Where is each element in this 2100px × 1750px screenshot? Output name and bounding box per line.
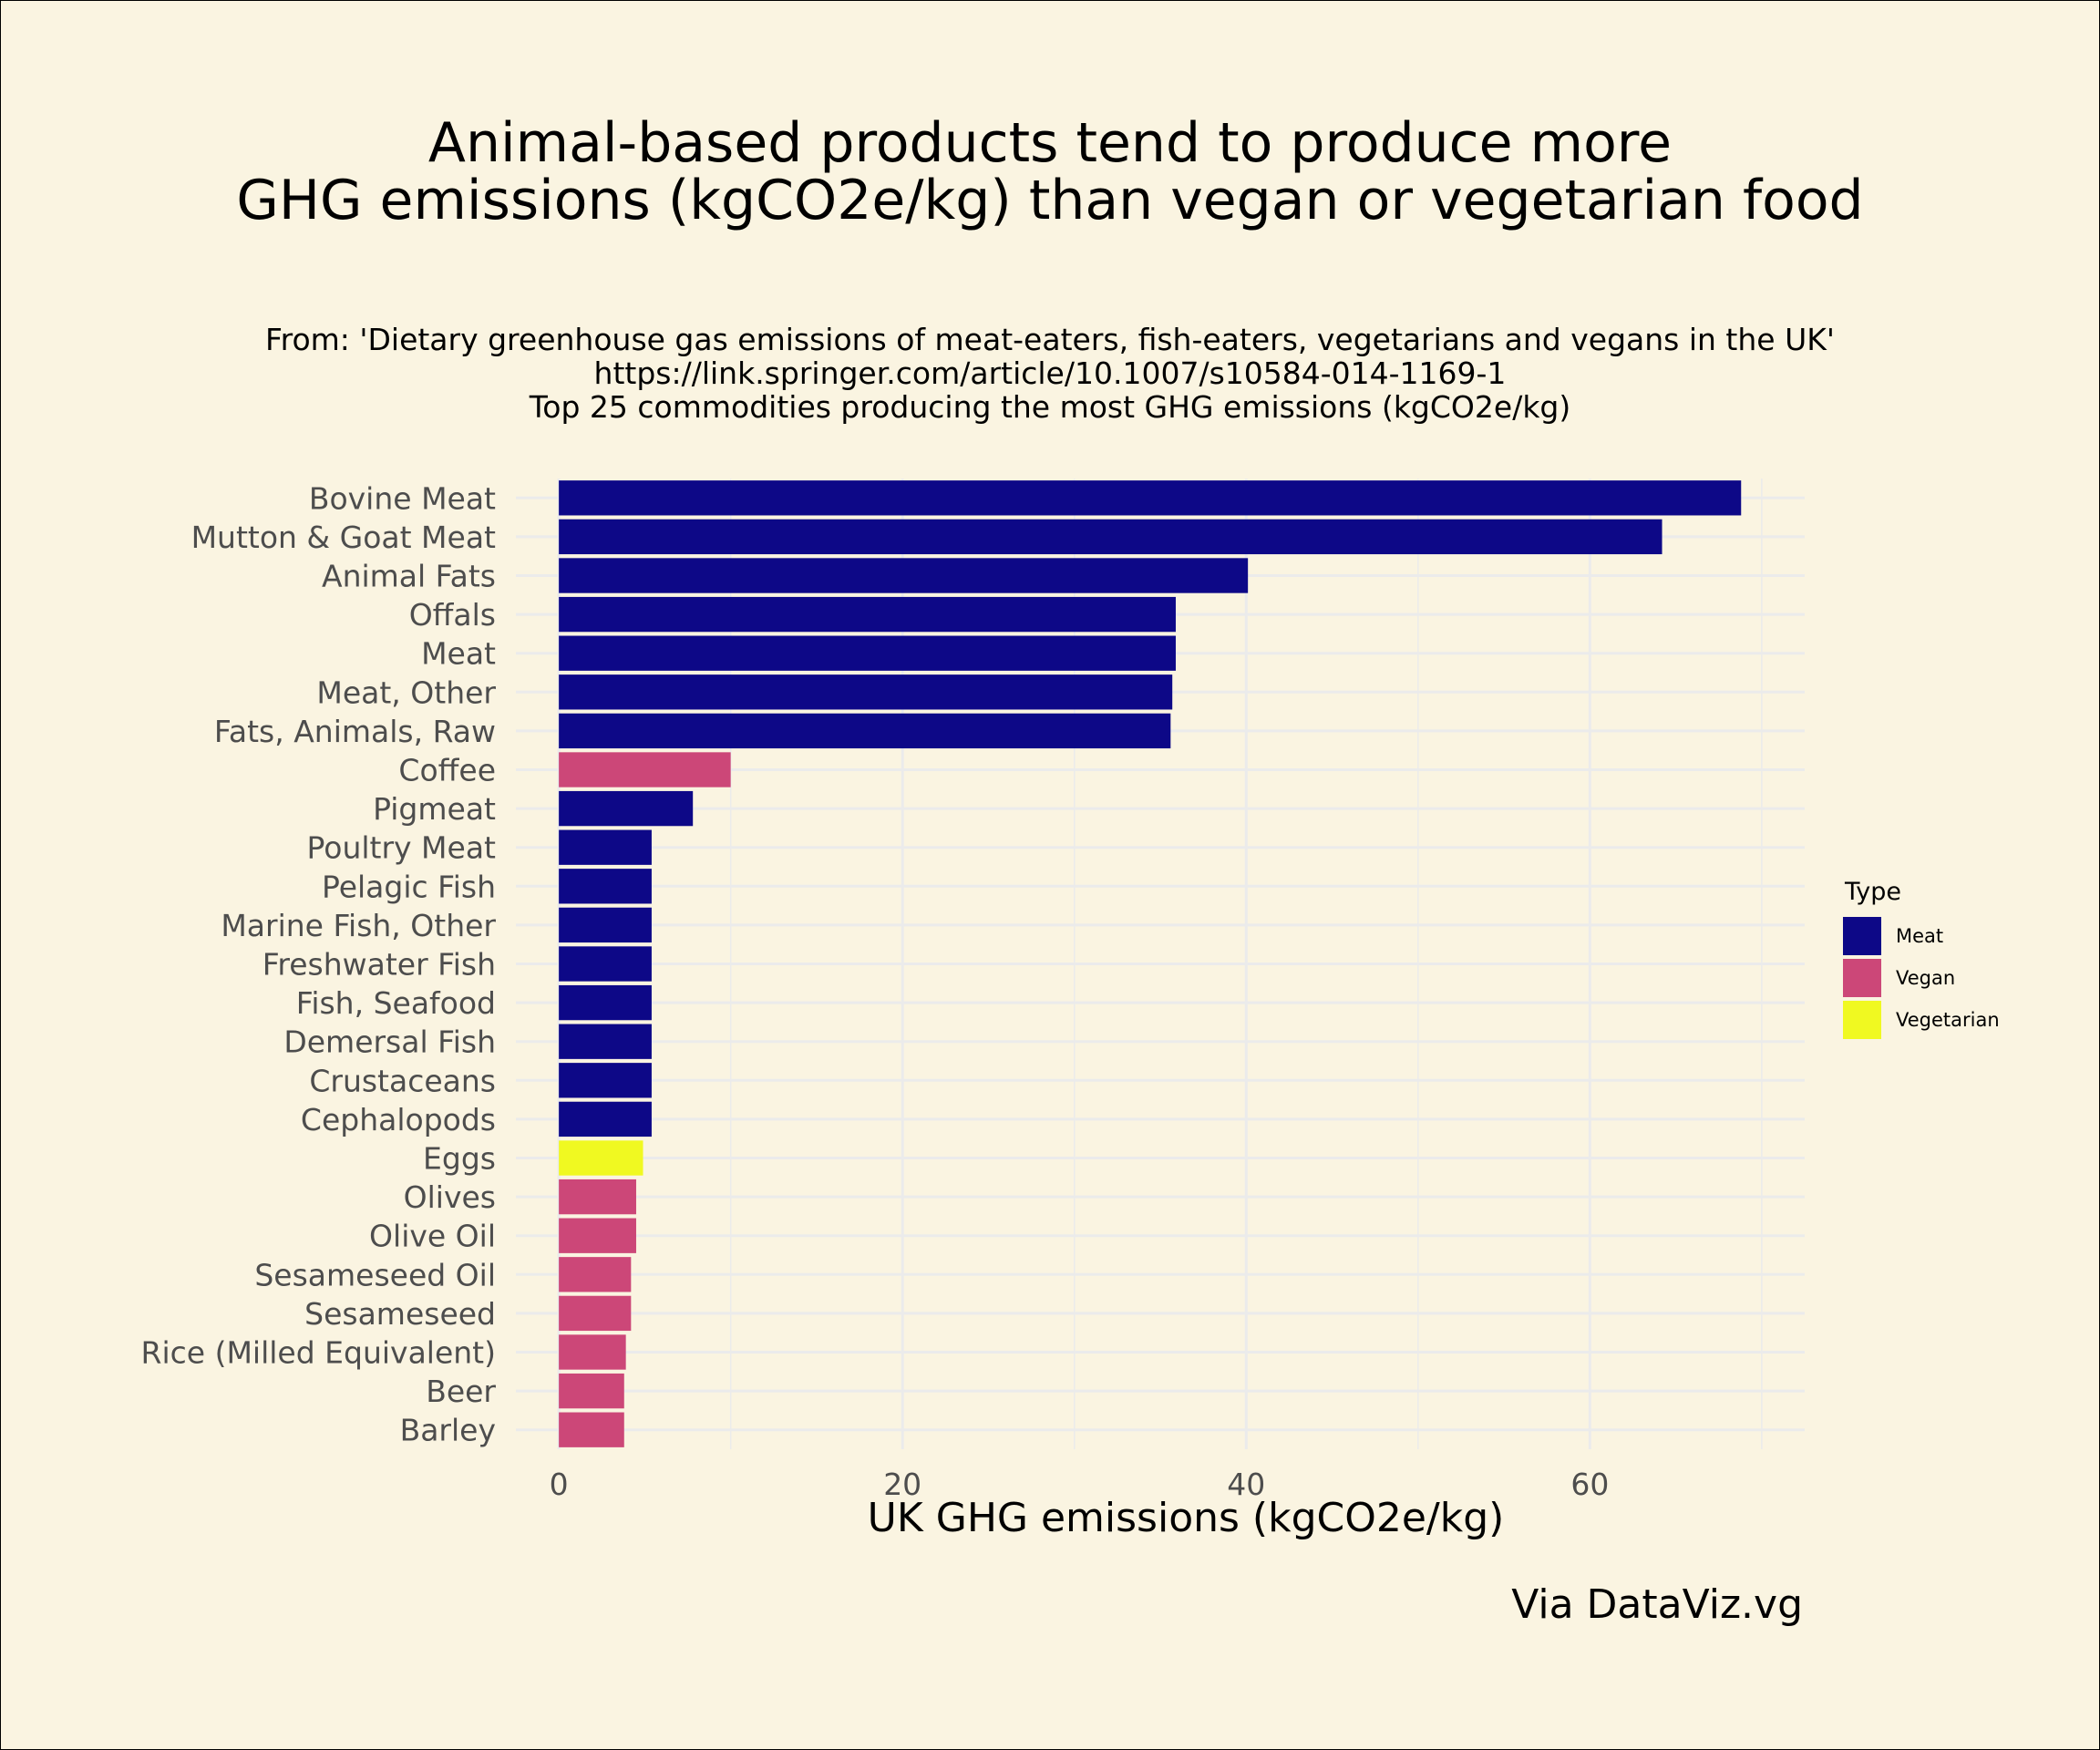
bar (559, 1334, 626, 1370)
category-label: Beer (426, 1374, 496, 1409)
category-label: Poultry Meat (307, 830, 497, 866)
bar (559, 635, 1176, 671)
legend-swatch-meat (1843, 917, 1881, 955)
bar (559, 869, 652, 904)
x-tick-labels: 0 20 40 60 (550, 1467, 1610, 1502)
x-tick-label: 20 (883, 1467, 921, 1502)
bar (559, 480, 1742, 516)
legend-item-meat: Meat (1843, 915, 2000, 957)
category-label: Olives (404, 1179, 496, 1215)
category-label: Olive Oil (369, 1219, 496, 1254)
x-tick-label: 0 (550, 1467, 569, 1502)
category-label: Eggs (423, 1141, 496, 1177)
bar (559, 790, 694, 827)
x-tick-label: 40 (1227, 1467, 1265, 1502)
category-label: Meat, Other (316, 674, 496, 710)
legend-label-vegan: Vegan (1896, 967, 1956, 989)
category-label: Coffee (398, 753, 496, 788)
bar (559, 1063, 652, 1098)
legend-swatch-vegan (1843, 959, 1881, 997)
bar (559, 1024, 652, 1059)
category-label: Crustaceans (309, 1063, 496, 1098)
bar (559, 946, 652, 982)
bar (559, 596, 1176, 633)
bar (559, 907, 652, 943)
bar (559, 752, 731, 788)
category-label: Sesameseed Oil (254, 1257, 496, 1292)
caption: Via DataViz.vg (1511, 1581, 1803, 1628)
bar (559, 1101, 652, 1138)
category-label: Demersal Fish (283, 1024, 496, 1060)
category-label: Marine Fish, Other (221, 908, 496, 943)
category-label: Barley (400, 1413, 496, 1448)
category-labels: Bovine Meat Mutton & Goat Meat Animal Fats… (141, 480, 497, 1447)
bar (559, 1218, 636, 1253)
category-label: Fish, Seafood (296, 985, 496, 1021)
bar (559, 519, 1662, 555)
category-label: Rice (Milled Equivalent) (141, 1335, 496, 1371)
category-label: Cephalopods (301, 1102, 496, 1138)
bar (559, 1257, 632, 1292)
bars-group (559, 480, 1742, 1447)
category-label: Meat (421, 636, 496, 672)
category-label: Sesameseed (304, 1296, 496, 1332)
category-label: Pigmeat (373, 791, 496, 827)
bar (559, 558, 1249, 593)
legend-item-vegan: Vegan (1843, 957, 2000, 999)
bar (559, 1412, 624, 1447)
category-label: Animal Fats (322, 559, 496, 594)
x-tick-label: 60 (1570, 1467, 1609, 1502)
bar (559, 713, 1171, 749)
x-axis-label: UK GHG emissions (kgCO2e/kg) (867, 1495, 1505, 1541)
legend-label-meat: Meat (1896, 925, 1944, 947)
category-label: Offals (409, 597, 496, 633)
chart-subtitle-line-2: https://link.springer.com/article/10.100… (593, 355, 1507, 391)
chart-title-line-2: GHG emissions (kgCO2e/kg) than vegan or … (236, 169, 1864, 232)
legend: Type Meat Vegan Vegetarian (1843, 878, 2000, 1041)
legend-label-vegetarian: Vegetarian (1896, 1009, 2000, 1031)
bar (559, 1179, 636, 1215)
bar (559, 829, 652, 865)
category-label: Freshwater Fish (262, 947, 496, 983)
legend-swatch-vegetarian (1843, 1001, 1881, 1039)
bar (559, 1373, 624, 1409)
bar (559, 1295, 632, 1332)
legend-item-vegetarian: Vegetarian (1843, 999, 2000, 1041)
bar (559, 1140, 643, 1176)
bar (559, 674, 1173, 710)
chart-subtitle-line-3: Top 25 commodities producing the most GH… (529, 389, 1571, 425)
chart-title-line-1: Animal-based products tend to produce mo… (427, 111, 1673, 175)
chart-subtitle-line-1: From: 'Dietary greenhouse gas emissions … (265, 322, 1835, 357)
legend-title: Type (1845, 878, 1902, 906)
category-label: Fats, Animals, Raw (214, 714, 496, 749)
category-label: Mutton & Goat Meat (191, 520, 496, 555)
category-label: Pelagic Fish (322, 869, 496, 904)
category-label: Bovine Meat (309, 480, 496, 516)
bar (559, 984, 652, 1021)
